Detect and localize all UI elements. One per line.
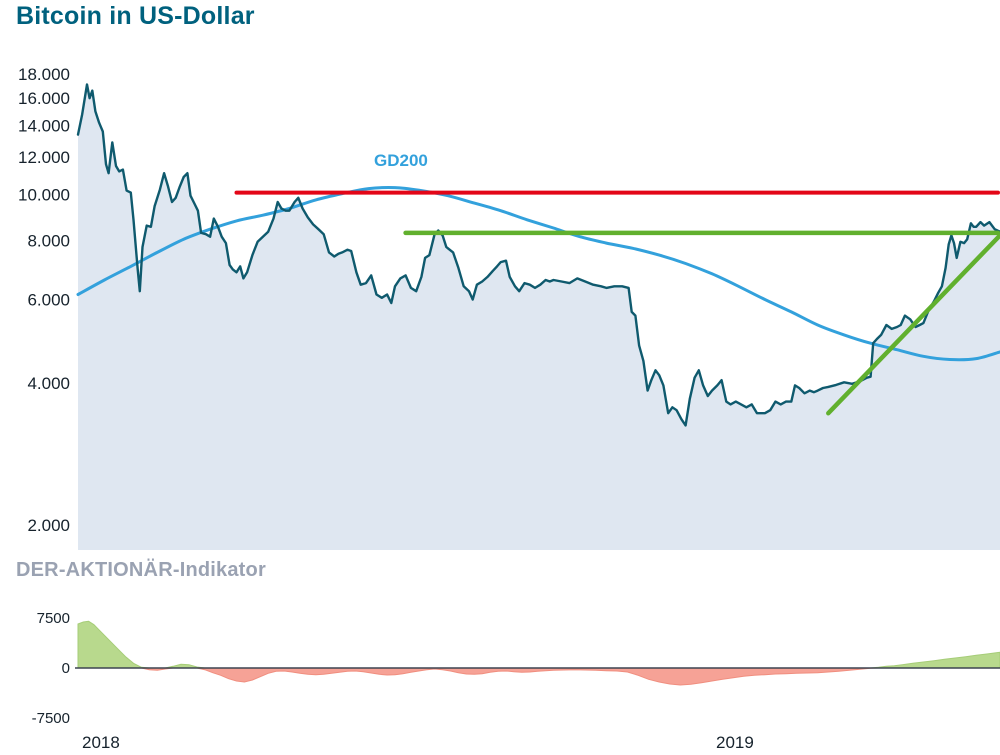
main-y-tick-label: 4.000: [27, 374, 70, 393]
page-title: Bitcoin in US-Dollar: [16, 2, 255, 30]
indicator-y-tick-label: 0: [62, 660, 70, 677]
main-y-tick-label: 18.000: [18, 65, 70, 84]
indicator-negative-area: [78, 667, 1000, 686]
main-chart-layer: [76, 83, 1000, 550]
indicator-y-axis: 7500 0 -7500: [32, 610, 70, 727]
price-area-fill: [78, 84, 1000, 550]
main-y-tick-label: 8.000: [27, 232, 70, 251]
main-y-tick-label: 6.000: [27, 291, 70, 310]
indicator-y-tick-label: -7500: [32, 710, 70, 727]
x-axis: 2018 2019: [82, 733, 754, 752]
gd200-label: GD200: [374, 151, 428, 170]
indicator-positive-area: [77, 620, 1000, 669]
main-y-tick-label: 2.000: [27, 516, 70, 535]
indicator-chart-layer: [75, 620, 1000, 686]
main-y-tick-label: 16.000: [18, 89, 70, 108]
main-overlay-layer: [234, 190, 1000, 416]
main-y-tick-label: 12.000: [18, 148, 70, 167]
indicator-title: DER-AKTIONÄR-Indikator: [16, 559, 266, 581]
x-axis-year-label: 2018: [82, 733, 120, 752]
main-y-tick-label: 10.000: [18, 186, 70, 205]
main-y-axis: 18.000 16.000 14.000 12.000 10.000 8.000 6.000…: [18, 65, 70, 535]
x-axis-year-label: 2019: [716, 733, 754, 752]
main-y-tick-label: 14.000: [18, 117, 70, 136]
trend-green-line: [826, 233, 1000, 416]
gd200-line: [76, 185, 1000, 362]
indicator-y-tick-label: 7500: [37, 610, 70, 627]
